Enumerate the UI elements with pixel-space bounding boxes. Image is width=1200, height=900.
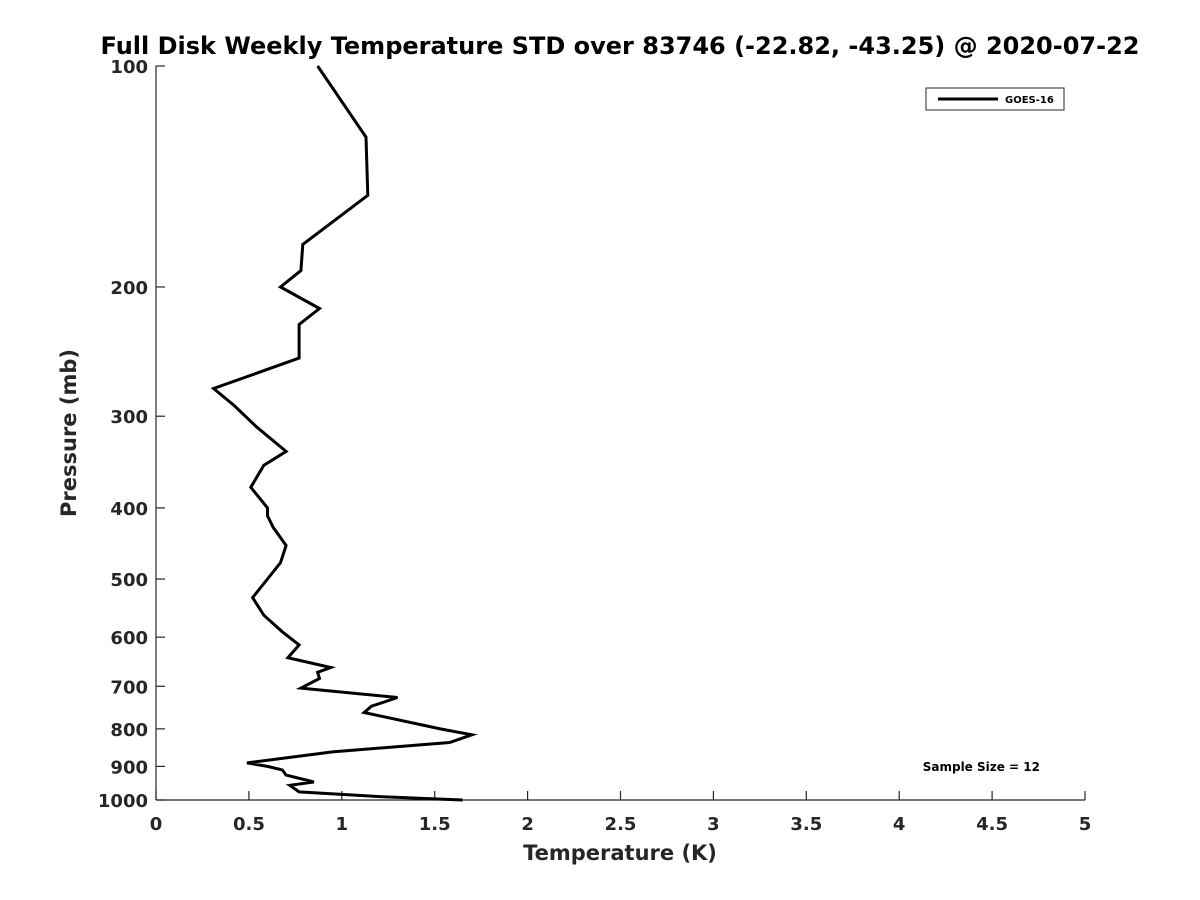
x-tick-label: 3 bbox=[707, 814, 720, 835]
y-tick-label: 400 bbox=[110, 499, 148, 520]
y-tick-label: 800 bbox=[110, 720, 148, 741]
y-ticks: 100 200 300 400 500 600 700 800 900 1000 bbox=[98, 57, 165, 812]
legend: GOES-16 bbox=[925, 87, 1065, 111]
y-tick-label: 900 bbox=[110, 757, 148, 778]
y-tick-label: 200 bbox=[110, 278, 148, 299]
y-tick-label: 700 bbox=[110, 677, 148, 698]
y-tick-label: 600 bbox=[110, 628, 148, 649]
legend-label-goes-16: GOES-16 bbox=[1005, 95, 1054, 106]
chart-title: Full Disk Weekly Temperature STD over 83… bbox=[101, 32, 1140, 60]
x-ticks: 0 0.5 1 1.5 2 2.5 3 3.5 4 4.5 5 bbox=[150, 791, 1092, 835]
x-tick-label: 1.5 bbox=[419, 814, 451, 835]
y-tick-label: 300 bbox=[110, 407, 148, 428]
y-axis-label: Pressure (mb) bbox=[57, 349, 81, 517]
x-tick-label: 0.5 bbox=[233, 814, 265, 835]
sample-size-annotation: Sample Size = 12 bbox=[923, 760, 1040, 774]
x-tick-label: 5 bbox=[1079, 814, 1092, 835]
x-tick-label: 4.5 bbox=[976, 814, 1008, 835]
x-tick-label: 0 bbox=[150, 814, 163, 835]
y-tick-label: 500 bbox=[110, 570, 148, 591]
y-tick-label: 1000 bbox=[98, 791, 148, 812]
series-group bbox=[210, 65, 478, 802]
x-tick-label: 4 bbox=[893, 814, 906, 835]
series-line-goes-16 bbox=[210, 65, 478, 802]
x-tick-label: 2.5 bbox=[605, 814, 637, 835]
x-axis-label: Temperature (K) bbox=[523, 841, 717, 865]
plot-axes bbox=[155, 66, 1085, 801]
x-tick-label: 1 bbox=[336, 814, 349, 835]
x-tick-label: 2 bbox=[521, 814, 534, 835]
y-tick-label: 100 bbox=[110, 57, 148, 78]
x-tick-label: 3.5 bbox=[790, 814, 822, 835]
